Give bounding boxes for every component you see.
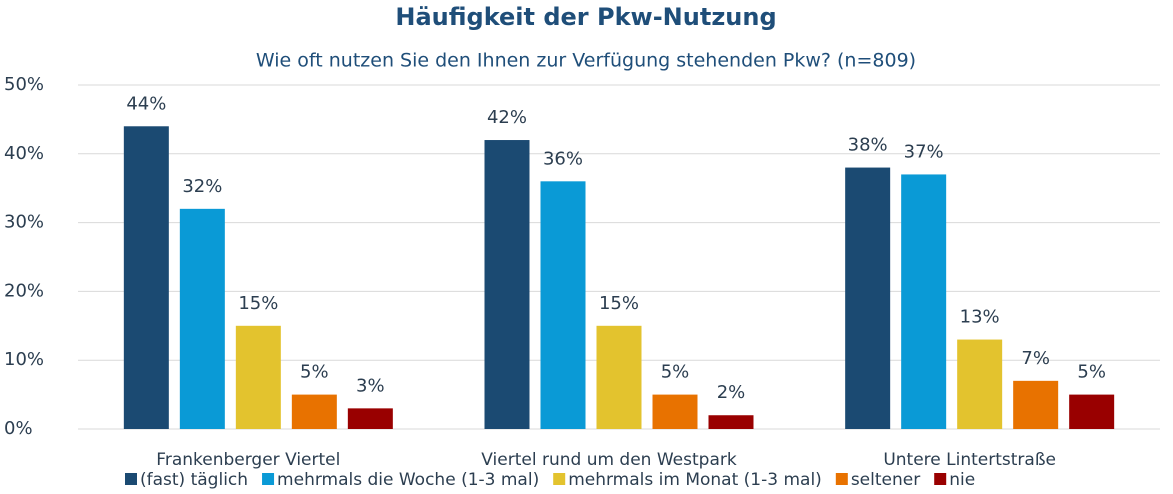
y-tick-label: 10%: [4, 349, 44, 370]
value-label: 5%: [661, 362, 690, 383]
value-label: 3%: [356, 375, 385, 396]
value-label: 5%: [1077, 362, 1106, 383]
legend-label: nie: [949, 470, 975, 490]
value-label: 7%: [1021, 348, 1050, 369]
legend-swatch: [934, 473, 947, 485]
legend-label: mehrmals im Monat (1-3 mal): [568, 470, 822, 490]
value-label: 42%: [487, 107, 527, 128]
bar: [1013, 380, 1059, 429]
bar: [235, 325, 281, 429]
y-tick-label: 20%: [4, 280, 44, 301]
bar: [347, 408, 393, 429]
x-tick-label: Viertel rund um den Westpark: [481, 450, 737, 470]
value-label: 37%: [904, 141, 944, 162]
y-tick-label: 0%: [4, 418, 33, 439]
bar: [652, 394, 698, 429]
bar: [291, 394, 337, 429]
y-tick-label: 30%: [4, 212, 44, 233]
bar: [484, 140, 530, 430]
y-tick-label: 40%: [4, 143, 44, 164]
bar: [1069, 394, 1115, 429]
bar: [596, 325, 642, 429]
value-label: 38%: [848, 135, 888, 156]
value-label: 2%: [717, 382, 746, 403]
chart-title: Häufigkeit der Pkw-Nutzung: [395, 3, 776, 31]
bar: [123, 126, 169, 429]
value-label: 36%: [543, 148, 583, 169]
value-label: 13%: [960, 307, 1000, 328]
legend-label: seltener: [851, 470, 920, 490]
legend-swatch: [262, 473, 275, 485]
legend-swatch: [125, 473, 137, 485]
value-label: 32%: [182, 176, 222, 197]
value-label: 5%: [300, 362, 329, 383]
bar: [179, 208, 225, 429]
legend-label: mehrmals die Woche (1-3 mal): [277, 470, 539, 490]
bar: [845, 167, 891, 429]
legend-swatch: [835, 473, 848, 485]
x-tick-label: Frankenberger Viertel: [156, 450, 340, 470]
chart-subtitle: Wie oft nutzen Sie den Ihnen zur Verfügu…: [256, 50, 916, 72]
legend-label: (fast) täglich: [140, 470, 248, 490]
bar: [901, 174, 947, 429]
value-label: 44%: [126, 93, 166, 114]
x-tick-label: Untere Lintertstraße: [883, 450, 1056, 470]
bar: [540, 181, 586, 429]
value-label: 15%: [599, 293, 639, 314]
bar: [708, 415, 754, 429]
legend-swatch: [553, 473, 566, 485]
value-label: 15%: [238, 293, 278, 314]
bar: [957, 339, 1003, 429]
y-tick-label: 50%: [4, 74, 44, 95]
